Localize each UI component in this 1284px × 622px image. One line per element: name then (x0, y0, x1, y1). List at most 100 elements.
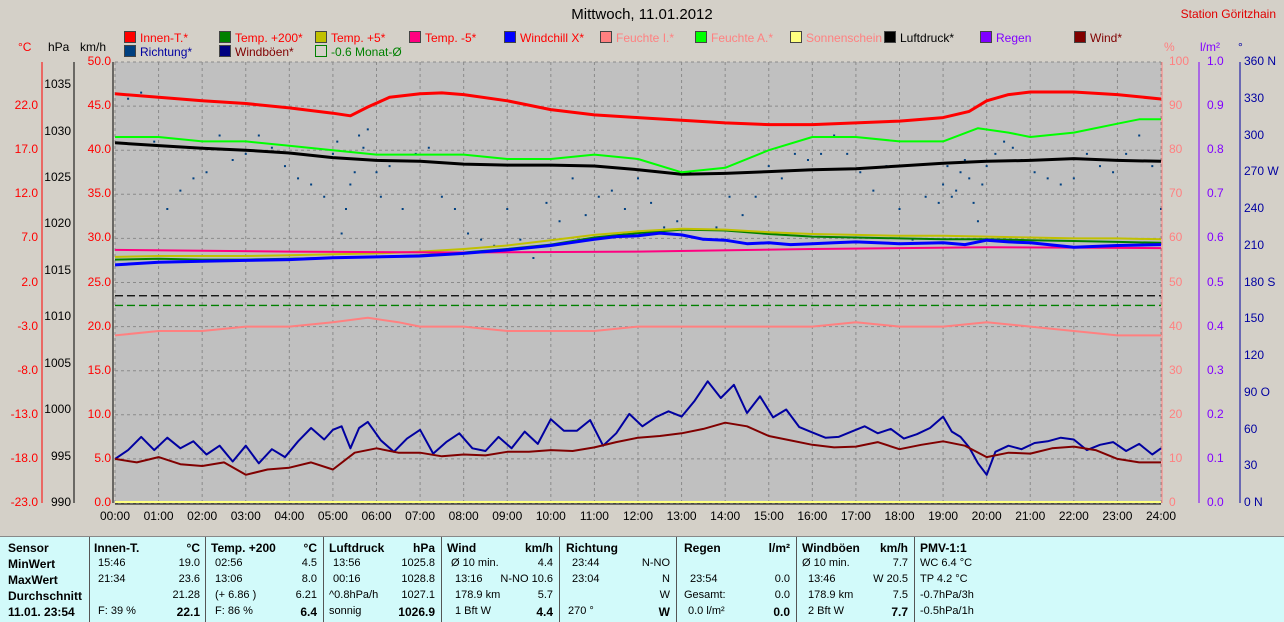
legend-item: -0.6 Monat-Ø (315, 45, 402, 59)
tick-lm2: 0.5 (1207, 274, 1224, 289)
stats-col-pmv: PMV-1:1 WC 6.4 °C TP 4.2 °C -0.7hPa/3h -… (920, 541, 1030, 619)
legend-item: Temp. +5* (315, 31, 385, 45)
unit-hpa: hPa (48, 40, 70, 54)
luft-avg-value: 1027.1 (401, 589, 435, 601)
unit-percent: % (1164, 40, 1175, 54)
direction-point (663, 226, 666, 229)
direction-point (179, 189, 182, 192)
direction-point (833, 134, 836, 137)
legend-item: Windböen* (219, 45, 294, 59)
stats-col-innen: Innen-T. °C 15:46 19.0 21:34 23.6 21.28 F: … (94, 541, 200, 619)
stats-col-regen: Regen l/m² 23:54 0.0 Gesamt: 0.0 0.0 l/m² 0.… (684, 541, 790, 619)
regen-amount: 0.0 l/m² (688, 605, 725, 617)
legend-label: Sonnenschein (806, 31, 883, 45)
pmv-windchill: WC 6.4 °C (920, 557, 973, 569)
tick-kmh: 20.0 (87, 318, 111, 333)
stats-label-max: MaxWert (8, 573, 58, 587)
legend-item: Regen (980, 31, 1031, 45)
tick-degree: 150 (1244, 311, 1265, 326)
tick-time: 20:00 (971, 509, 1002, 523)
station-name: Station Göritzhain (1180, 7, 1276, 21)
series-line-wind- (114, 421, 1161, 476)
tick-lm2: 0.7 (1207, 186, 1224, 201)
stats-head-innen: Innen-T. (94, 541, 140, 555)
direction-point (388, 165, 391, 168)
innen-humidity: F: 39 % (98, 605, 136, 617)
tick-degree: 210 (1244, 237, 1265, 252)
direction-point (571, 177, 574, 180)
legend-swatch (124, 45, 136, 57)
tick-percent: 50 (1169, 274, 1183, 289)
direction-point (637, 177, 639, 180)
legend-swatch (1074, 31, 1086, 43)
tick-time: 21:00 (1015, 509, 1046, 523)
legend-swatch (219, 45, 231, 57)
weather-chart (41, 61, 1241, 505)
tick-hpa: 1030 (44, 123, 71, 138)
tick-time: 24:00 (1145, 509, 1177, 523)
direction-point (972, 201, 975, 204)
series-line-temp-5- (114, 227, 1162, 258)
direction-point (270, 146, 273, 149)
tick-degree: 360 N (1244, 54, 1277, 68)
stats-col-windboeen: Windböen km/h Ø 10 min. 7.7 13:46 W 20.5 17… (802, 541, 908, 619)
tick-time: 14:00 (710, 509, 741, 523)
direction-point (467, 232, 470, 235)
boeen-max-value: W 20.5 (873, 573, 908, 585)
innen-min-time: 15:46 (98, 557, 126, 569)
legend-item: Richtung* (124, 45, 192, 59)
stats-col-luftdruck: Luftdruck hPa 13:56 1025.8 00:16 1028.8 ^0.… (329, 541, 435, 619)
luft-forecast: sonnig (329, 605, 362, 617)
direction-point (379, 195, 382, 198)
direction-point (231, 159, 234, 161)
temp200-min-time: 02:56 (215, 557, 243, 569)
stats-head-sensor: Sensor (8, 541, 49, 555)
tick-degree: 330 (1244, 90, 1265, 105)
direction-point (153, 140, 156, 143)
tick-time: 06:00 (361, 509, 392, 523)
tick-time: 16:00 (797, 509, 828, 523)
direction-point (981, 183, 984, 186)
stats-head-windboeen: Windböen (802, 541, 860, 555)
legend-swatch (790, 31, 802, 43)
direction-point (283, 165, 286, 168)
legend-swatch (600, 31, 612, 43)
tick-percent: 90 (1169, 98, 1183, 113)
stats-head-regen: Regen (684, 541, 721, 555)
pmv-trend-1h: -0.5hPa/1h (920, 605, 974, 617)
stats-unit-luftdruck: hPa (412, 541, 435, 555)
chart-title: Mittwoch, 11.01.2012 (571, 6, 713, 23)
direction-point (994, 152, 997, 155)
legend-item: Wind* (1074, 31, 1122, 45)
tick-celsius: -23.0 (10, 495, 38, 509)
tick-celsius: 7.0 (21, 230, 38, 245)
series-line-feuchte-a- (115, 118, 1161, 174)
direction-point (244, 152, 247, 155)
direction-point (218, 134, 221, 137)
tick-hpa: 995 (50, 448, 71, 463)
tick-hpa: 1025 (44, 170, 71, 185)
tick-lm2: 1.0 (1207, 54, 1224, 68)
tick-percent: 0 (1169, 495, 1176, 509)
tick-time: 04:00 (274, 509, 305, 523)
wind-max-time: 13:16 (455, 573, 483, 585)
boeen-current: 7.7 (891, 605, 908, 619)
direction-point (963, 159, 966, 161)
direction-point (1160, 208, 1162, 210)
temp200-current: 6.4 (300, 605, 317, 619)
tick-time: 11:00 (579, 509, 609, 523)
tick-kmh: 30.0 (87, 230, 111, 245)
stats-head-luftdruck: Luftdruck (329, 541, 385, 555)
boeen-distance: 178.9 km (808, 589, 854, 601)
legend-swatch (409, 31, 421, 43)
stats-head-wind: Wind (447, 541, 477, 555)
stats-label-now: 11.01. 23:54 (8, 605, 75, 619)
tick-lm2: 0.6 (1207, 230, 1224, 245)
direction-point (806, 159, 809, 161)
direction-point (959, 171, 962, 174)
tick-kmh: 25.0 (87, 274, 111, 289)
direction-point (375, 171, 378, 174)
direction-point (1125, 152, 1128, 155)
legend-label: Regen (996, 31, 1032, 45)
direction-point (728, 195, 731, 198)
